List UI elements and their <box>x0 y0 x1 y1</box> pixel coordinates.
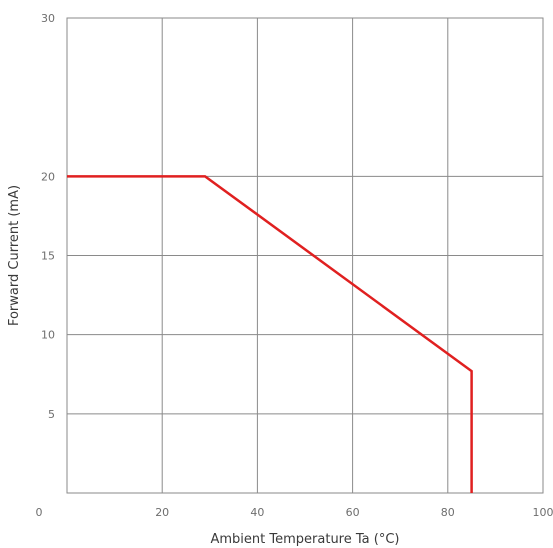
y-tick-label: 15 <box>41 250 55 263</box>
x-tick-label: 20 <box>155 506 169 519</box>
x-tick-label: 60 <box>346 506 360 519</box>
y-tick-label: 30 <box>41 12 55 25</box>
y-tick-label: 20 <box>41 170 55 183</box>
y-tick-label: 10 <box>41 329 55 342</box>
y-axis-title: Forward Current (mA) <box>7 185 22 326</box>
plot-frame <box>66 17 544 494</box>
x-tick-label: 40 <box>250 506 264 519</box>
y-tick-label: 5 <box>48 408 55 421</box>
series-line <box>67 175 473 493</box>
origin-tick-label: 0 <box>36 506 43 519</box>
x-tick-label: 100 <box>533 506 553 519</box>
grid <box>67 18 543 493</box>
x-axis-title: Ambient Temperature Ta (°C) <box>211 532 400 547</box>
series-layer <box>67 175 473 493</box>
tick-labels: 20 40 60 80 100 5 10 15 20 30 0 <box>36 12 553 519</box>
x-tick-label: 80 <box>441 506 455 519</box>
